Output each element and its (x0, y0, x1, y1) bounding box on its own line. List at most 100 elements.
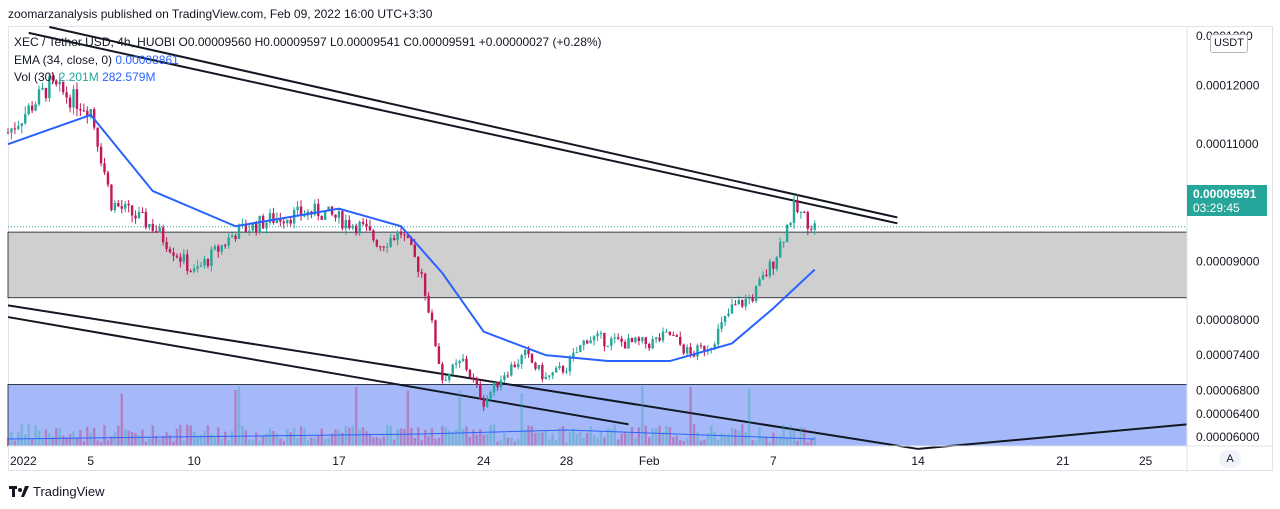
price-tick-label: 0.00006400 (1196, 407, 1260, 421)
volume-bar (730, 427, 734, 446)
candle-body (503, 375, 506, 381)
volume-bar (27, 424, 30, 446)
trend-line-1[interactable] (28, 31, 898, 225)
candle (55, 79, 58, 87)
volume-bar (210, 434, 213, 446)
candle (296, 200, 299, 217)
candle (775, 255, 778, 272)
candle-body (403, 234, 406, 236)
symbol-label[interactable]: XEC / Tether USD, 4h, HUOBI (14, 35, 176, 49)
volume-bar (117, 425, 120, 446)
volume-bar (699, 440, 703, 446)
volume-bar (772, 432, 775, 446)
trend-line-2[interactable] (49, 26, 898, 219)
volume-bar (620, 433, 623, 446)
candle (272, 207, 275, 225)
candle (458, 359, 461, 368)
volume-bar (399, 428, 403, 446)
volume-bar (537, 432, 541, 446)
candle-body (210, 249, 213, 267)
candle-body (110, 184, 113, 211)
ema-line[interactable] (7, 113, 816, 363)
candle-body (286, 219, 289, 224)
candle-body (648, 343, 651, 349)
volume-bar (337, 430, 341, 446)
candle-body (255, 222, 258, 233)
candle (34, 101, 37, 112)
candle-body (299, 206, 303, 216)
currency-unit-button[interactable]: USDT (1210, 34, 1248, 53)
candle-body (420, 272, 423, 274)
candle (548, 375, 551, 380)
candle-body (747, 297, 751, 299)
volume-bar (392, 439, 396, 446)
candle-body (223, 245, 227, 247)
volume-bar (141, 429, 144, 446)
gray-zone[interactable] (7, 231, 1188, 299)
volume-bar (689, 387, 692, 446)
candle-body (99, 146, 103, 164)
candle-body (441, 363, 444, 381)
candle-body (799, 211, 803, 213)
candle (337, 209, 341, 224)
candle-body (244, 223, 248, 232)
volume-bar (703, 439, 706, 446)
candle-body (603, 332, 606, 347)
candle (768, 258, 772, 279)
volume-bar (299, 426, 303, 446)
candle (120, 199, 123, 214)
candle (627, 333, 630, 349)
candle-body (813, 223, 816, 230)
candle (789, 221, 792, 227)
volume-bar (761, 437, 765, 446)
candle (523, 349, 527, 359)
ema-label[interactable]: EMA (34, close, 0) (14, 53, 113, 67)
price-tick-label: 0.00012000 (1196, 79, 1260, 93)
candle-body (206, 259, 210, 267)
candle (654, 336, 658, 344)
candle (747, 294, 751, 305)
blue-zone[interactable] (7, 384, 1188, 447)
candle-body (161, 227, 165, 243)
candle-body (120, 206, 123, 209)
candle-body (668, 331, 672, 335)
volume-bar (368, 433, 372, 446)
volume-bar (527, 425, 530, 446)
auto-scale-button[interactable]: A (1219, 450, 1241, 468)
trend-line-5[interactable] (918, 423, 1188, 450)
volume-bar (565, 441, 568, 446)
candle (444, 375, 448, 382)
candle-body (423, 273, 427, 296)
volume-bar (616, 439, 620, 446)
candle-body (137, 211, 141, 219)
volume-bar (365, 431, 368, 446)
volume-bar (458, 390, 461, 446)
time-tick-label: 17 (332, 454, 346, 468)
candle-body (165, 242, 168, 250)
candle-body (485, 398, 489, 407)
candle-body (275, 218, 279, 223)
candle-body (361, 221, 365, 224)
legend-volume-row: Vol (30) 2.201M 282.579M (14, 70, 155, 84)
volume-bar (734, 429, 737, 446)
candle (227, 233, 230, 249)
trend-line-3[interactable] (7, 304, 919, 450)
candle-body (89, 109, 92, 117)
volume-bar (303, 427, 306, 446)
candle (241, 218, 244, 229)
candle-body (327, 206, 330, 212)
candle-body (765, 274, 768, 276)
volume-label[interactable]: Vol (30) (14, 70, 56, 84)
candle-body (124, 203, 127, 209)
candle-body (30, 105, 34, 111)
tradingview-brand[interactable]: TradingView (9, 484, 105, 499)
candle-body (716, 328, 720, 345)
candle-body (627, 338, 630, 349)
trend-line-4[interactable] (7, 316, 629, 426)
volume-bar (813, 436, 816, 446)
candle (613, 333, 616, 344)
candle-body (134, 215, 137, 219)
candle (134, 210, 137, 224)
candle (399, 227, 403, 239)
